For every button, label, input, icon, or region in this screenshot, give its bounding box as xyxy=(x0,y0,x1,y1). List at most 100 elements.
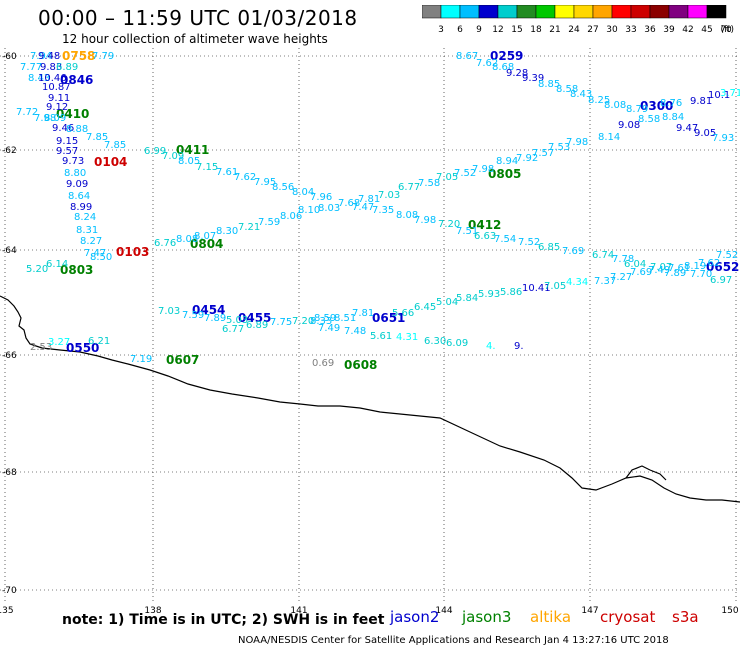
wave-height-value: 6.21 xyxy=(88,336,110,347)
wave-height-value: 7.53 xyxy=(548,142,570,153)
coastline xyxy=(0,295,740,503)
wave-height-value: 10.46 xyxy=(38,73,67,84)
wave-height-value: 6.89 xyxy=(246,320,268,331)
track-time-label[interactable]: 0455 xyxy=(238,311,271,325)
track-time-label[interactable]: 0454 xyxy=(192,303,225,317)
track-time-label[interactable]: 0104 xyxy=(94,155,127,169)
satellite-legend-altika: altika xyxy=(530,608,572,626)
wave-height-value: 9.08 xyxy=(618,120,640,131)
track-time-label[interactable]: 0410 xyxy=(56,107,89,121)
wave-height-value: 8.68 xyxy=(492,62,514,73)
wave-height-value: 7.20 xyxy=(438,219,460,230)
wave-height-value: 6.85 xyxy=(538,242,560,253)
wave-height-value: 7.09 xyxy=(162,151,184,162)
track-time-label[interactable]: 0607 xyxy=(166,353,199,367)
track-time-labels: 0758 0846 0410 0104 0803 0103 0804 0411 0454 0455… xyxy=(56,49,739,372)
wave-height-value: 7.47 xyxy=(352,202,374,213)
wave-height-value: 8.04 xyxy=(292,187,314,198)
track-time-label[interactable]: 0758 xyxy=(62,49,95,63)
wave-height-value: 8.07 xyxy=(194,231,216,242)
wave-height-value: 7.68 xyxy=(338,198,360,209)
wave-height-value: 7.54 xyxy=(494,234,516,245)
wave-height-value: 8.64 xyxy=(68,191,90,202)
lon-tick-label: 150 xyxy=(721,606,738,616)
track-time-label[interactable]: 0846 xyxy=(60,73,93,87)
track-time-label[interactable]: 0805 xyxy=(488,167,521,181)
wave-height-value: 8.27 xyxy=(80,236,102,247)
satellite-legend-jason3: jason3 xyxy=(462,608,512,626)
wave-height-value: 7.03 xyxy=(378,190,400,201)
wave-height-value: 7.69 xyxy=(562,246,584,257)
wave-height-value: 5.61 xyxy=(370,331,392,342)
legend-label: 39 xyxy=(663,25,675,35)
lon-tick-label: 144 xyxy=(435,606,452,616)
wave-height-value: 9.28 xyxy=(506,68,528,79)
wave-height-value: 5.93 xyxy=(478,289,500,300)
wave-height-value: 7.98 xyxy=(566,137,588,148)
wave-height-value: 7.93 xyxy=(712,133,734,144)
track-time-label[interactable]: 0652 xyxy=(706,260,739,274)
legend-label: 42 xyxy=(682,25,693,35)
wave-height-value: 7.92 xyxy=(516,153,538,164)
wave-height-value: 7.15 xyxy=(196,162,218,173)
wave-height-value: 7.07 xyxy=(650,262,672,273)
wave-height-value: 6.09 xyxy=(446,338,468,349)
page-subtitle: 12 hour collection of altimeter wave hei… xyxy=(62,32,328,46)
wave-height-value: 8.85 xyxy=(538,79,560,90)
track-time-label[interactable]: 0803 xyxy=(60,263,93,277)
wave-height-value: 7.05 xyxy=(544,281,566,292)
wave-height-value: 8.08 xyxy=(396,210,418,221)
track-time-label[interactable]: 0804 xyxy=(190,237,223,251)
wave-height-value: 8.50 xyxy=(90,252,112,263)
legend-label: 18 xyxy=(530,25,542,35)
wave-height-value: 5.04 xyxy=(436,297,458,308)
wave-height-value: 7.27 xyxy=(610,272,632,283)
track-time-label[interactable]: 0103 xyxy=(116,245,149,259)
legend-label: 6 xyxy=(457,25,463,35)
legend-swatch xyxy=(706,5,727,19)
wave-height-value: 7.96 xyxy=(310,192,332,203)
color-scale-legend: 3 6 9 12 15 18 21 24 27 30 33 36 39 42 45 70(ft) xyxy=(422,5,734,35)
credit-line: NOAA/NESDIS Center for Satellite Applica… xyxy=(238,635,669,646)
wave-height-value: 9.11 xyxy=(48,93,70,104)
wave-height-value: 7.05 xyxy=(436,172,458,183)
legend-label: 45 xyxy=(701,25,712,35)
wave-height-value: 7.77 xyxy=(20,62,42,73)
track-time-label[interactable]: 0550 xyxy=(66,341,99,355)
wave-height-value: 6.77 xyxy=(398,182,420,193)
track-time-label[interactable]: 0300 xyxy=(640,99,673,113)
wave-height-value: 8.31 xyxy=(76,225,98,236)
track-time-label[interactable]: 0259 xyxy=(490,49,523,63)
wave-height-value: 8.58 xyxy=(638,114,660,125)
wave-height-value: 6.30 xyxy=(424,336,446,347)
wave-height-value: 7.62 xyxy=(476,58,498,69)
wave-height-value: 8.99 xyxy=(70,202,92,213)
lon-tick-label: 138 xyxy=(144,606,161,616)
wave-height-value: 8.33 xyxy=(310,316,332,327)
wave-height-value: 5.86 xyxy=(500,287,522,298)
wave-height-value: 7.61 xyxy=(216,167,238,178)
track-time-label[interactable]: 0412 xyxy=(468,218,501,232)
wave-height-value: 8.03 xyxy=(318,203,340,214)
wave-height-value: 7.37 xyxy=(594,276,616,287)
lat-tick-label: -70 xyxy=(2,586,17,596)
wave-height-value: 7.51 xyxy=(456,226,478,237)
wave-height-value: 8.30 xyxy=(216,226,238,237)
wave-height-value: 9.12 xyxy=(46,102,68,113)
wave-height-value: 7.98 xyxy=(414,215,436,226)
wave-height-value: 7.47 xyxy=(84,248,106,259)
wave-height-value: 7.85 xyxy=(104,140,126,151)
wave-height-value: 7.20 xyxy=(292,316,314,327)
track-time-label[interactable]: 0608 xyxy=(344,358,377,372)
track-time-label[interactable]: 0411 xyxy=(176,143,209,157)
wave-height-value: 8.08 xyxy=(604,100,626,111)
lat-tick-label: -64 xyxy=(2,246,17,256)
wave-height-value: 7.70 xyxy=(690,269,712,280)
track-time-label[interactable]: 0651 xyxy=(372,311,405,325)
footer-note: note: 1) Time is in UTC; 2) SWH is in fe… xyxy=(62,612,385,628)
wave-height-value: 7.19 xyxy=(130,354,152,365)
legend-label: (ft) xyxy=(720,25,734,35)
wave-height-value: 9.73 xyxy=(62,156,84,167)
legend-label: 30 xyxy=(606,25,618,35)
